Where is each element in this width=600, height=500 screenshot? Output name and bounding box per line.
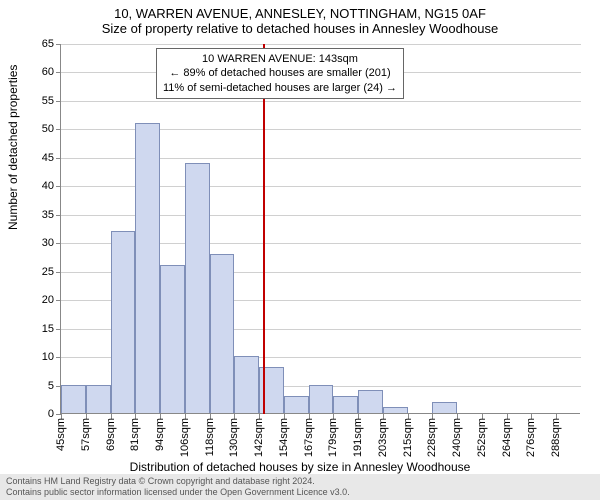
ytick-label: 0: [24, 408, 54, 420]
y-axis-label: Number of detached properties: [6, 65, 20, 230]
ytick-label: 45: [24, 152, 54, 164]
histogram-chart: 45sqm57sqm69sqm81sqm94sqm106sqm118sqm130…: [60, 44, 580, 414]
annotation-line: ← 89% of detached houses are smaller (20…: [163, 66, 397, 80]
xtick-label: 142sqm: [253, 418, 265, 457]
xtick-label: 118sqm: [204, 418, 216, 456]
histogram-bar: [383, 407, 408, 413]
annotation-box: 10 WARREN AVENUE: 143sqm← 89% of detache…: [156, 48, 404, 99]
histogram-bar: [234, 356, 259, 413]
ytick-label: 15: [24, 323, 54, 335]
ytick-label: 20: [24, 294, 54, 306]
ytick-mark: [56, 72, 61, 73]
ytick-label: 55: [24, 95, 54, 107]
gridline: [61, 101, 581, 102]
ytick-mark: [56, 101, 61, 102]
gridline: [61, 44, 581, 45]
footer-attribution: Contains HM Land Registry data © Crown c…: [0, 474, 600, 500]
histogram-bar: [333, 396, 358, 413]
footer-line1: Contains HM Land Registry data © Crown c…: [6, 476, 594, 487]
xtick-label: 288sqm: [550, 418, 562, 457]
annotation-line: 10 WARREN AVENUE: 143sqm: [163, 52, 397, 66]
histogram-bar: [432, 402, 457, 413]
xtick-label: 191sqm: [352, 418, 364, 457]
ytick-mark: [56, 243, 61, 244]
ytick-mark: [56, 215, 61, 216]
annotation-line: 11% of semi-detached houses are larger (…: [163, 81, 397, 95]
footer-line2: Contains public sector information licen…: [6, 487, 594, 498]
ytick-mark: [56, 272, 61, 273]
ytick-label: 60: [24, 66, 54, 78]
ytick-label: 35: [24, 209, 54, 221]
page-subtitle: Size of property relative to detached ho…: [0, 21, 600, 40]
ytick-mark: [56, 300, 61, 301]
xtick-label: 106sqm: [179, 418, 191, 457]
xtick-label: 179sqm: [327, 418, 339, 457]
reference-line: [263, 44, 265, 414]
xtick-label: 45sqm: [55, 418, 67, 451]
ytick-mark: [56, 357, 61, 358]
xtick-label: 264sqm: [501, 418, 513, 457]
histogram-bar: [61, 385, 86, 413]
xtick-label: 228sqm: [426, 418, 438, 457]
ytick-mark: [56, 158, 61, 159]
histogram-bar: [86, 385, 111, 413]
ytick-label: 10: [24, 351, 54, 363]
page-title-address: 10, WARREN AVENUE, ANNESLEY, NOTTINGHAM,…: [0, 0, 600, 21]
histogram-bar: [309, 385, 334, 413]
ytick-label: 5: [24, 380, 54, 392]
histogram-bar: [160, 265, 185, 413]
histogram-bar: [111, 231, 136, 413]
ytick-label: 40: [24, 180, 54, 192]
xtick-label: 130sqm: [228, 418, 240, 457]
ytick-label: 30: [24, 237, 54, 249]
ytick-mark: [56, 44, 61, 45]
xtick-label: 276sqm: [525, 418, 537, 457]
histogram-bar: [284, 396, 309, 413]
xtick-label: 57sqm: [80, 418, 92, 451]
xtick-label: 94sqm: [154, 418, 166, 451]
xtick-label: 69sqm: [105, 418, 117, 451]
xtick-label: 240sqm: [451, 418, 463, 457]
ytick-label: 50: [24, 123, 54, 135]
histogram-bar: [185, 163, 210, 413]
xtick-label: 203sqm: [377, 418, 389, 457]
ytick-mark: [56, 129, 61, 130]
histogram-bar: [358, 390, 383, 413]
histogram-bar: [135, 123, 160, 413]
ytick-label: 65: [24, 38, 54, 50]
x-axis-label: Distribution of detached houses by size …: [0, 460, 600, 474]
xtick-label: 154sqm: [278, 418, 290, 457]
ytick-label: 25: [24, 266, 54, 278]
xtick-label: 81sqm: [129, 418, 141, 451]
xtick-label: 215sqm: [402, 418, 414, 457]
histogram-bar: [210, 254, 235, 413]
ytick-mark: [56, 329, 61, 330]
xtick-label: 167sqm: [303, 418, 315, 457]
ytick-mark: [56, 186, 61, 187]
xtick-label: 252sqm: [476, 418, 488, 457]
